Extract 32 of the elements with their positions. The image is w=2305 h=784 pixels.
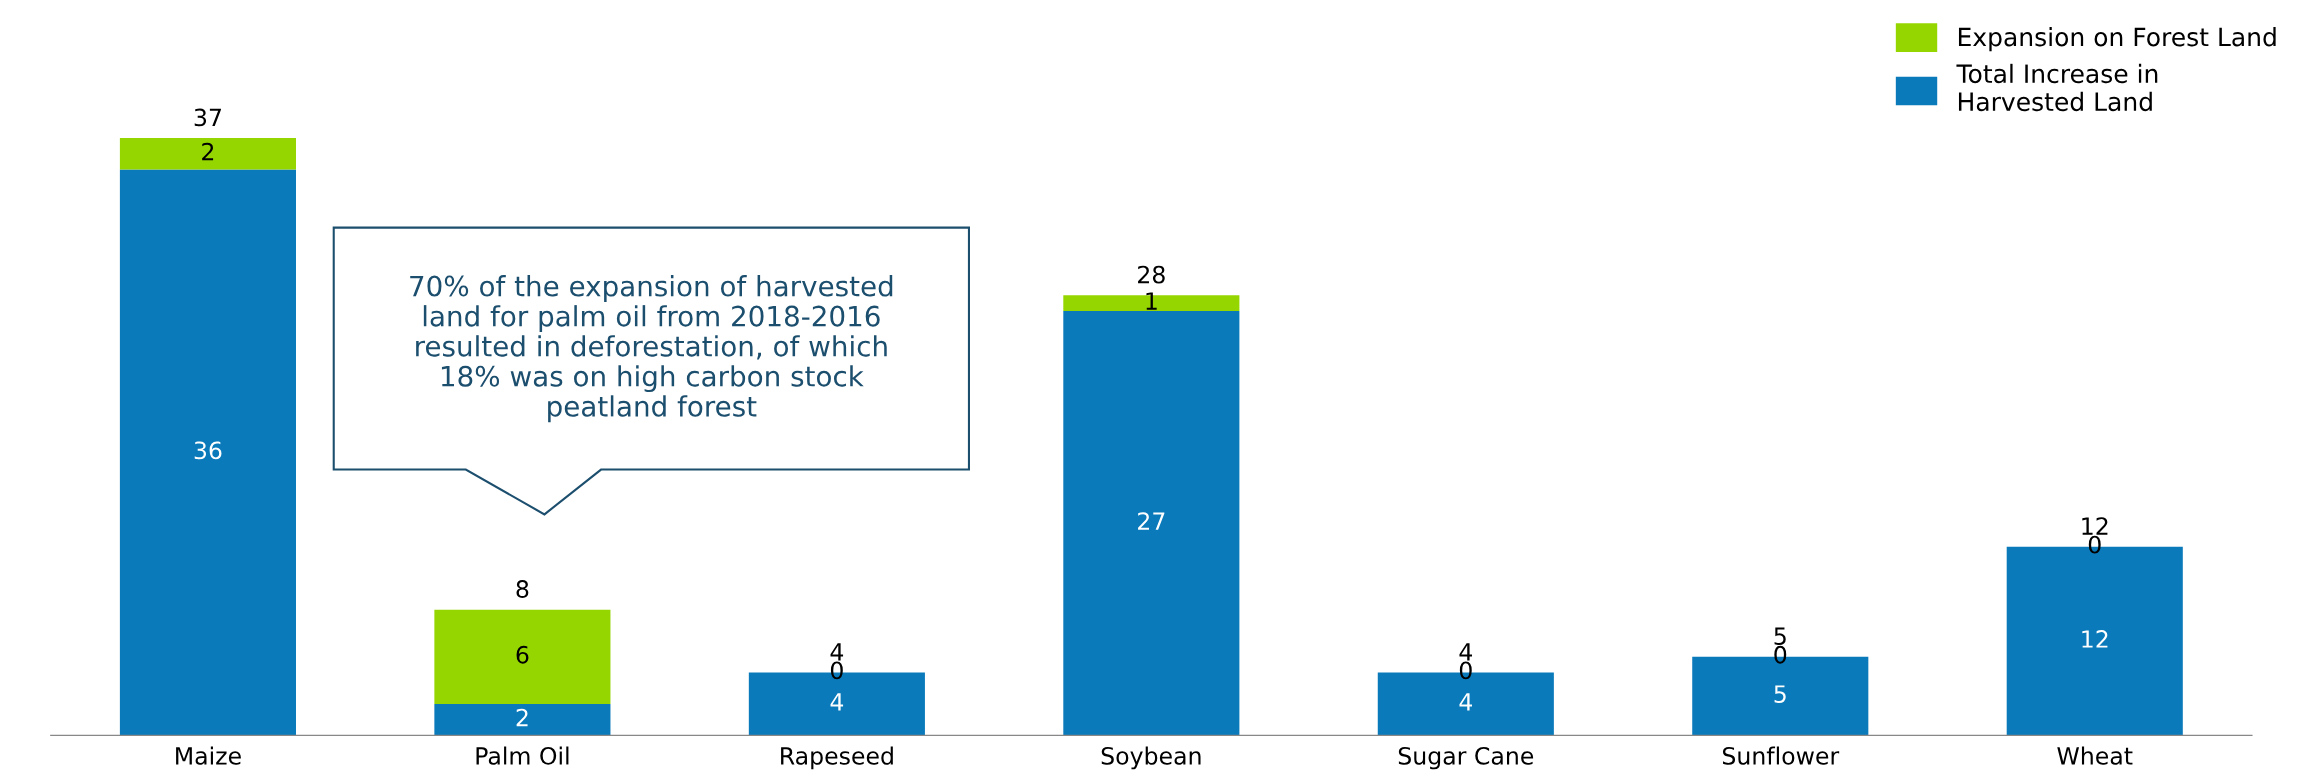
- legend-label: Total Increase in Harvested Land: [1956, 63, 2158, 112]
- data-label: 36: [194, 441, 222, 460]
- total-label: 28: [1138, 265, 1165, 284]
- bar: [434, 609, 611, 704]
- total-label: 4: [830, 643, 844, 661]
- data-label: 5: [1774, 685, 1786, 703]
- data-label: 6: [516, 645, 529, 664]
- bar: [119, 169, 296, 736]
- total-label: 4: [1459, 643, 1472, 661]
- bar: [1063, 310, 1240, 736]
- data-label: 1: [1146, 292, 1157, 310]
- total-label: 37: [194, 108, 221, 127]
- annotation: 70% of the expansion of harvested land for palm oil from 2018-2016 resulted in deforestation, of which 18% was on high carbon stock peatland forest: [410, 275, 893, 423]
- total-label: 8: [516, 580, 529, 598]
- data-label: 4: [830, 693, 844, 711]
- x-tick-label: Sugar Cane: [1398, 746, 1534, 770]
- bar: [119, 138, 296, 170]
- total-label: 5: [1774, 627, 1786, 646]
- x-tick-label: Rapeseed: [781, 746, 893, 770]
- x-tick-label: Wheat: [2057, 746, 2133, 765]
- x-tick-label: Palm Oil: [476, 746, 569, 765]
- data-label: 4: [1459, 693, 1472, 711]
- data-label: 2: [202, 142, 214, 161]
- bar: [434, 703, 611, 736]
- data-label: 27: [1138, 512, 1165, 530]
- legend-label: Expansion on Forest Land: [1958, 27, 2276, 52]
- total-label: 12: [2082, 517, 2108, 535]
- data-label: 2: [516, 708, 528, 727]
- x-tick-label: Sunflower: [1722, 746, 1840, 765]
- x-tick-label: Soybean: [1101, 746, 1201, 770]
- x-tick-label: Maize: [176, 746, 241, 765]
- data-label: 12: [2082, 630, 2108, 648]
